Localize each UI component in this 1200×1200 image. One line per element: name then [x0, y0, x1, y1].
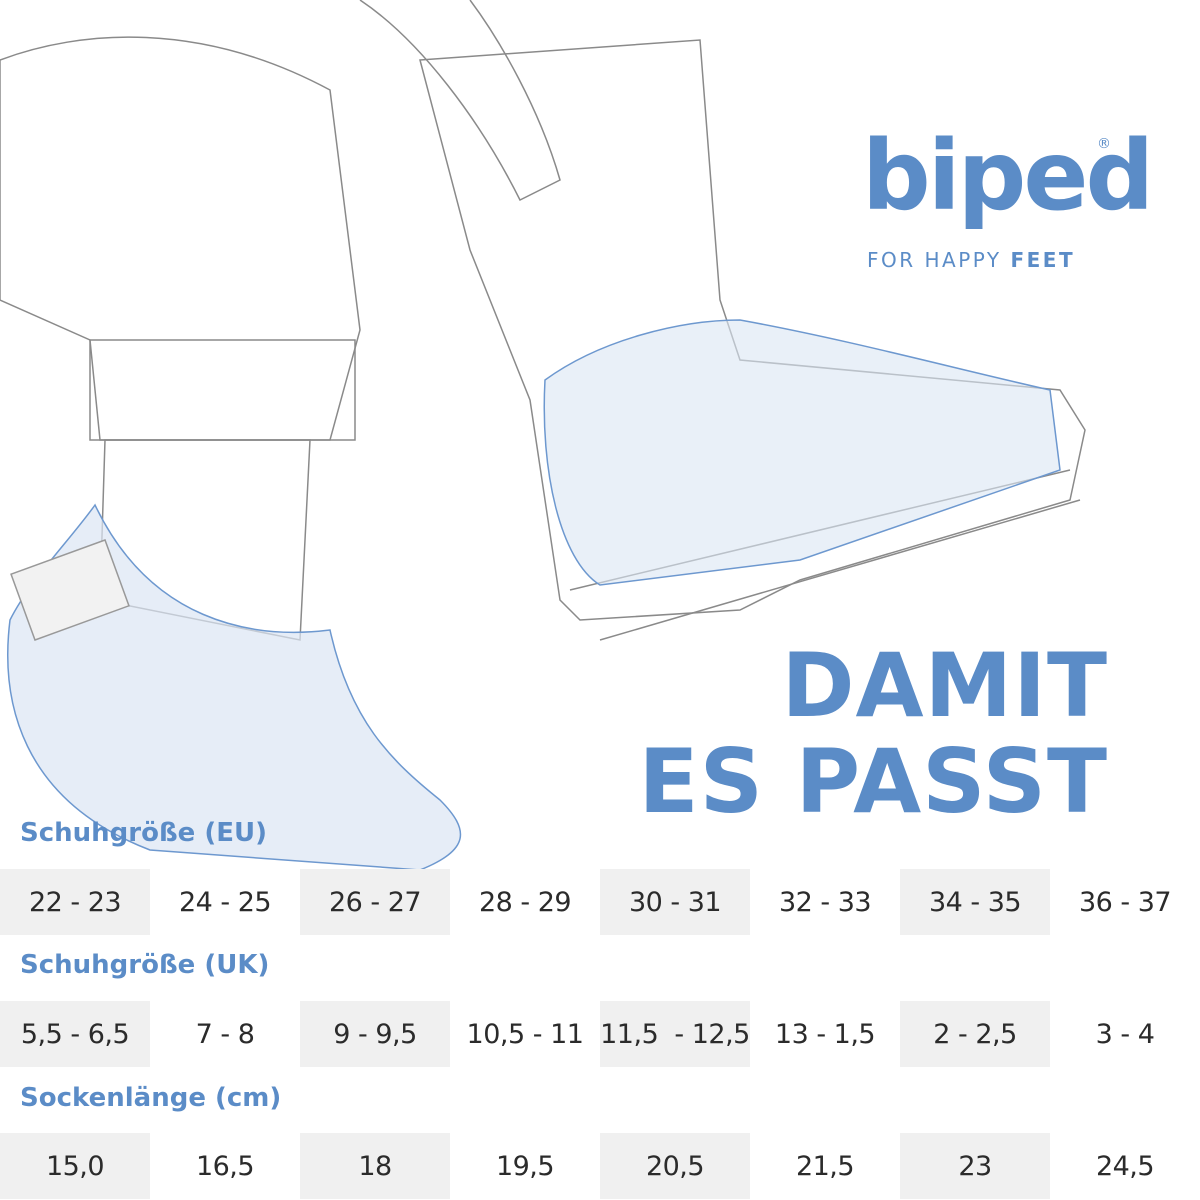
size-cell: 22 - 23 — [0, 869, 150, 935]
size-cell: 23 — [900, 1133, 1050, 1199]
size-cell: 15,0 — [0, 1133, 150, 1199]
boot-sock — [543, 319, 1061, 586]
size-cell: 11,5 - 12,5 — [600, 1001, 750, 1067]
size-cell: 16,5 — [195, 1150, 255, 1182]
size-cell: 28 - 29 — [478, 886, 572, 918]
trouser-sketch — [0, 36, 361, 441]
size-cell: 36 - 37 — [1078, 886, 1172, 918]
size-cell: 34 - 35 — [900, 869, 1050, 935]
section-label: Schuhgröße (EU) — [20, 818, 267, 848]
size-cell: 32 - 33 — [778, 886, 872, 918]
headline: ES PASST — [638, 730, 1108, 833]
boot-sketch — [419, 39, 1086, 621]
section-label: Schuhgröße (UK) — [20, 950, 270, 980]
size-cell: 3 - 4 — [1095, 1018, 1155, 1050]
size-cell: 7 - 8 — [195, 1018, 255, 1050]
trouser-cuff — [89, 339, 356, 441]
size-cell: 26 - 27 — [300, 869, 450, 935]
size-cell: 9 - 9,5 — [300, 1001, 450, 1067]
illustration — [0, 0, 1086, 870]
size-cell: 2 - 2,5 — [900, 1001, 1050, 1067]
size-row: 22 - 23 24 - 25 26 - 27 28 - 29 30 - 31 32 - … — [0, 869, 1200, 935]
size-cell: 24 - 25 — [178, 886, 272, 918]
size-cell: 10,5 - 11 — [466, 1018, 584, 1050]
tagline-text: FOR HAPPY — [867, 248, 1002, 272]
brand-logo: biped — [862, 120, 1154, 232]
size-cell: 5,5 - 6,5 — [0, 1001, 150, 1067]
tagline: FOR HAPPY FEET — [867, 248, 1075, 272]
size-row: 15,0 16,5 18 19,5 20,5 21,5 23 24,5 — [0, 1133, 1200, 1199]
size-cell: 13 - 1,5 — [774, 1018, 876, 1050]
tagline-bold: FEET — [1010, 248, 1076, 272]
headline: DAMIT — [781, 634, 1108, 737]
hand-sketch — [359, 0, 561, 202]
size-cell: 19,5 — [495, 1150, 555, 1182]
section-label: Sockenlänge (cm) — [20, 1083, 282, 1113]
size-cell: 18 — [300, 1133, 450, 1199]
size-row: 5,5 - 6,5 7 - 8 9 - 9,5 10,5 - 11 11,5 - 12,… — [0, 1001, 1200, 1067]
sock-tag — [10, 539, 130, 641]
size-cell: 30 - 31 — [600, 869, 750, 935]
size-cell: 20,5 — [600, 1133, 750, 1199]
registered-mark: ® — [1097, 136, 1111, 152]
size-cell: 21,5 — [795, 1150, 855, 1182]
size-cell: 24,5 — [1095, 1150, 1155, 1182]
